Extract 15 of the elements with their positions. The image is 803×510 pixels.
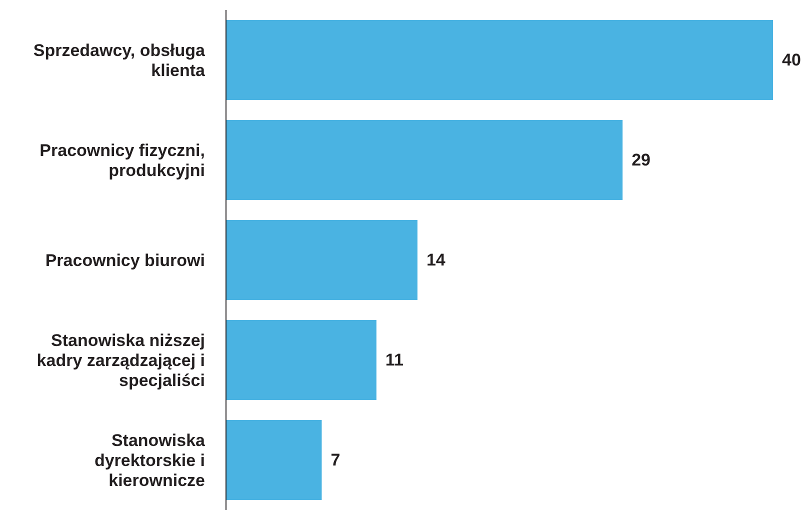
y-tick-label: Stanowiska niższej kadry zarządzającej i specjaliści <box>36 330 205 390</box>
data-label: 7 <box>330 450 340 470</box>
data-label: 29 <box>632 150 650 170</box>
data-label: 14 <box>426 250 446 270</box>
bar <box>226 20 773 100</box>
y-tick-label: Sprzedawcy, obsługa klienta <box>33 40 206 80</box>
y-tick-label: Stanowiska dyrektorskie i kierownicze <box>94 430 206 490</box>
bar <box>226 220 418 300</box>
data-label: 40 <box>782 50 801 70</box>
bar <box>226 320 376 400</box>
data-label: 11 <box>385 350 404 370</box>
y-tick-label: Pracownicy fizyczni, produkcyjni <box>40 140 205 180</box>
bar <box>226 420 322 500</box>
bar <box>226 120 623 200</box>
y-tick-label: Pracownicy biurowi <box>45 250 205 270</box>
